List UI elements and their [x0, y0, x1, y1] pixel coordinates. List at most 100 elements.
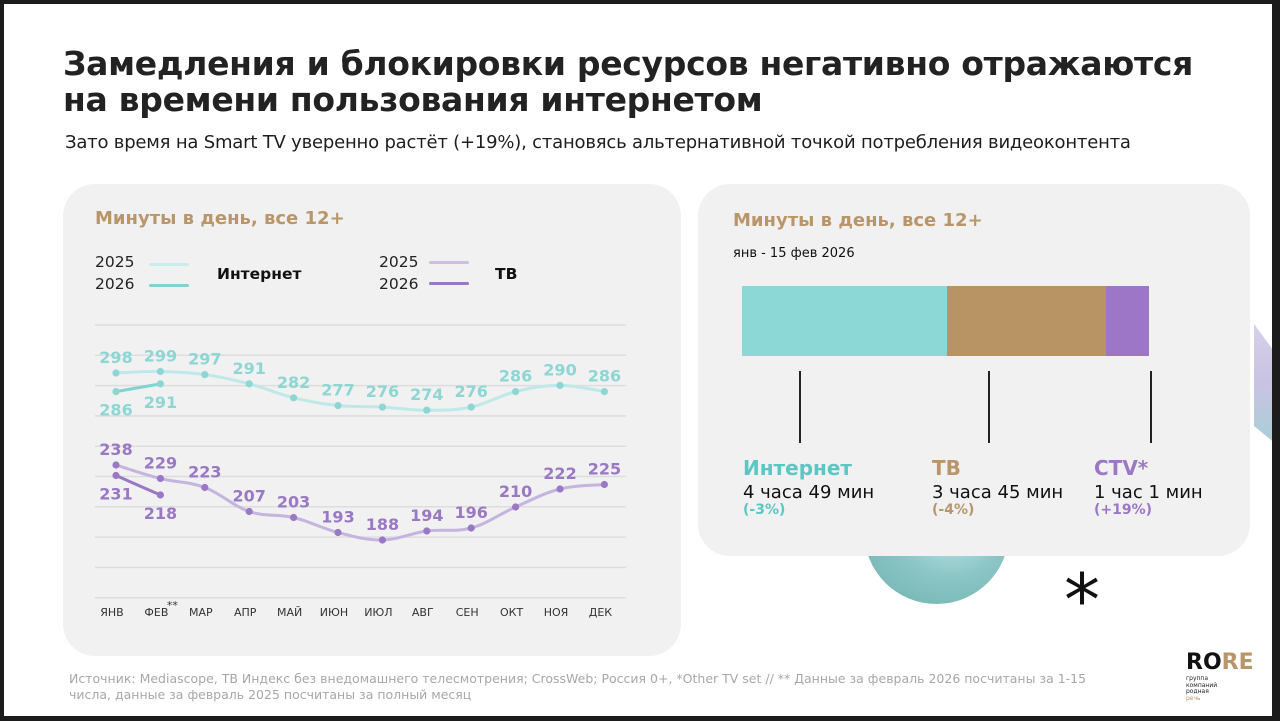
asterisk-decoration: *	[1064, 558, 1100, 642]
gridlines	[95, 324, 626, 599]
category-time: 4 часа 49 мин	[743, 482, 875, 503]
data-label: 203	[277, 493, 310, 512]
category-name: ТВ	[932, 456, 961, 480]
data-point	[156, 474, 164, 483]
series-line-0	[114, 369, 606, 412]
legend-year-2025: 2025	[95, 253, 135, 271]
slide: Замедления и блокировки ресурсов негатив…	[4, 4, 1272, 716]
page-title: Замедления и блокировки ресурсов негатив…	[63, 44, 1194, 119]
series-lines	[114, 369, 606, 542]
data-point	[556, 485, 564, 493]
line-chart-panel: Минуты в день, все 12+ 2025 2026 Интерне…	[63, 184, 681, 656]
data-label: 290	[543, 360, 576, 379]
legend-label-tv: ТВ	[495, 265, 518, 283]
logo-part-1: RO	[1186, 650, 1222, 675]
legend-label-internet: Интернет	[217, 265, 302, 283]
data-point	[556, 381, 564, 389]
data-point	[334, 401, 342, 410]
data-label: 276	[366, 382, 399, 401]
legend-line-tv-2026	[429, 282, 469, 285]
x-axis-ticks: ЯНВ ФЕВ** МАР АПР МАЙ ИЮН ИЮЛ АВГ СЕН ОКТ НОЯ ДЕК	[100, 599, 612, 619]
category-change: (+19%)	[1094, 502, 1153, 518]
data-point	[201, 483, 209, 492]
data-label: 286	[99, 401, 132, 420]
series-line-2	[114, 463, 606, 542]
data-point	[600, 388, 609, 396]
data-point	[467, 403, 475, 411]
logo-part-2: RE	[1221, 650, 1254, 675]
data-label: 298	[99, 348, 132, 367]
data-point	[290, 513, 298, 522]
data-point	[156, 380, 164, 388]
x-tick-label: ИЮН	[320, 606, 348, 619]
data-point	[112, 471, 120, 480]
category-name: Интернет	[743, 456, 853, 480]
data-point	[245, 380, 253, 388]
company-logo: RORE группа компаний родная речь	[1186, 652, 1254, 702]
category-time: 1 час 1 мин	[1094, 482, 1203, 503]
data-label: 196	[454, 503, 487, 522]
data-label: 238	[99, 440, 132, 459]
data-label: 222	[543, 464, 576, 483]
data-point	[290, 394, 298, 402]
category-name: CTV*	[1094, 456, 1149, 480]
logo-subtitle: группа компаний родная речь	[1186, 675, 1254, 702]
data-point	[378, 536, 386, 544]
legend-year-2026: 2026	[379, 275, 419, 293]
data-label: 231	[99, 485, 132, 504]
data-point	[112, 369, 120, 377]
data-point	[423, 527, 431, 535]
data-label: 276	[454, 382, 487, 401]
source-footnote: Источник: Mediascope, ТВ Индекс без внед…	[69, 671, 1087, 702]
bar-segment	[742, 286, 947, 356]
logo-sub-line: родная	[1186, 688, 1209, 695]
data-label: 210	[499, 482, 532, 501]
data-point	[201, 370, 209, 379]
x-tick-label: НОЯ	[544, 606, 569, 619]
data-point	[512, 388, 520, 396]
x-tick-label: ИЮЛ	[364, 606, 392, 619]
data-label: 229	[144, 454, 177, 473]
legend-line-internet-2025	[149, 263, 189, 266]
x-tick-label: МАЙ	[277, 606, 302, 619]
x-tick-label: ЯНВ	[100, 606, 123, 619]
leader-line	[799, 371, 801, 443]
x-tick-label: СЕН	[456, 606, 479, 619]
data-label: 223	[188, 463, 221, 482]
bar-segment	[1105, 286, 1149, 356]
feb-footnote-mark: **	[167, 599, 179, 612]
logo-sub-line: речь	[1186, 694, 1201, 702]
data-point	[423, 406, 431, 414]
legend-year-2025: 2025	[379, 253, 419, 271]
data-label: 193	[321, 508, 354, 527]
x-tick-label: ДЕК	[589, 606, 613, 619]
legend-line-internet-2026	[149, 284, 189, 287]
x-tick-label: МАР	[189, 606, 213, 619]
data-point	[245, 507, 253, 516]
logo-sub-line: группа	[1186, 675, 1209, 682]
category-time: 3 часа 45 мин	[932, 482, 1064, 503]
data-label: 286	[588, 367, 621, 386]
legend-line-tv-2025	[429, 261, 469, 264]
data-label: 291	[232, 359, 265, 378]
data-label: 225	[588, 460, 621, 479]
x-tick-label: АПР	[234, 606, 257, 619]
data-label: 207	[232, 487, 265, 506]
data-label: 286	[499, 367, 532, 386]
data-point	[467, 524, 475, 532]
x-tick-label: АВГ	[412, 606, 434, 619]
data-point	[334, 528, 342, 537]
data-point	[112, 461, 120, 469]
x-tick-label: ФЕВ	[144, 606, 168, 619]
category-change: (-4%)	[932, 502, 975, 518]
decorative-purple-shape	[1254, 324, 1272, 444]
data-point	[156, 367, 164, 376]
summary-panel: Минуты в день, все 12+ янв - 15 фев 2026…	[698, 184, 1250, 556]
data-label: 282	[277, 373, 310, 392]
bar-segment	[946, 286, 1106, 356]
data-label: 291	[144, 393, 177, 412]
data-label: 277	[321, 381, 354, 400]
date-range: янв - 15 фев 2026	[733, 246, 855, 261]
data-point	[512, 503, 520, 511]
line-chart-title: Минуты в день, все 12+	[95, 208, 345, 229]
